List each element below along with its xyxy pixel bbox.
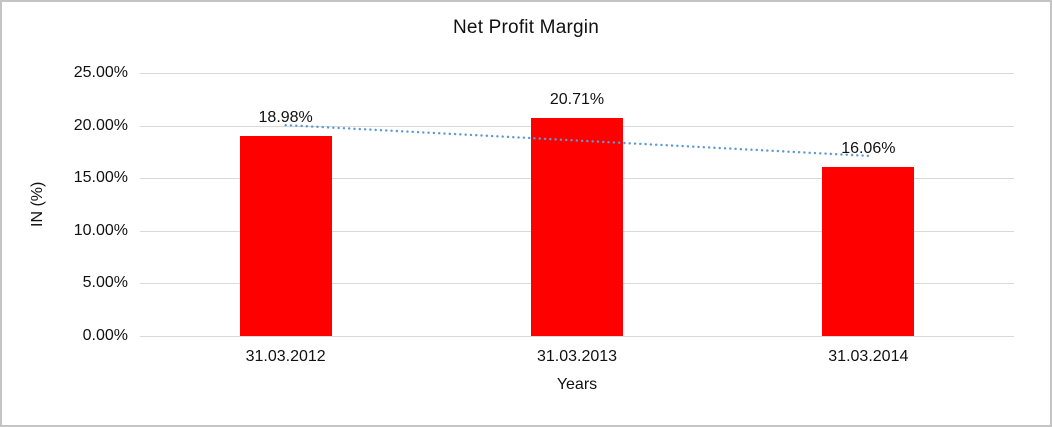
bar-31.03.2014	[822, 167, 915, 336]
y-tick-label: 0.00%	[82, 327, 128, 344]
x-category-label: 31.03.2012	[245, 348, 326, 365]
x-category-label: 31.03.2013	[536, 348, 618, 365]
x-axis-title: Years	[556, 376, 598, 393]
y-tick-label: 15.00%	[73, 169, 128, 187]
bar-data-label: 16.06%	[841, 140, 896, 158]
x-category-label: 31.03.2014	[828, 348, 909, 365]
y-tick-label: 5.00%	[82, 274, 128, 292]
chart-title: Net Profit Margin	[453, 17, 599, 38]
gridline	[140, 336, 1014, 337]
y-axis-title: IN (%)	[29, 181, 46, 228]
bar-data-label: 18.98%	[258, 109, 313, 127]
y-tick-label: 25.00%	[73, 64, 128, 81]
y-tick-label: 20.00%	[73, 116, 128, 134]
y-tick-label: 10.00%	[73, 221, 128, 239]
bar-31.03.2012	[239, 136, 332, 336]
bar-data-label: 20.71%	[549, 91, 605, 109]
gridline	[140, 73, 1014, 74]
bar-31.03.2013	[531, 118, 623, 336]
